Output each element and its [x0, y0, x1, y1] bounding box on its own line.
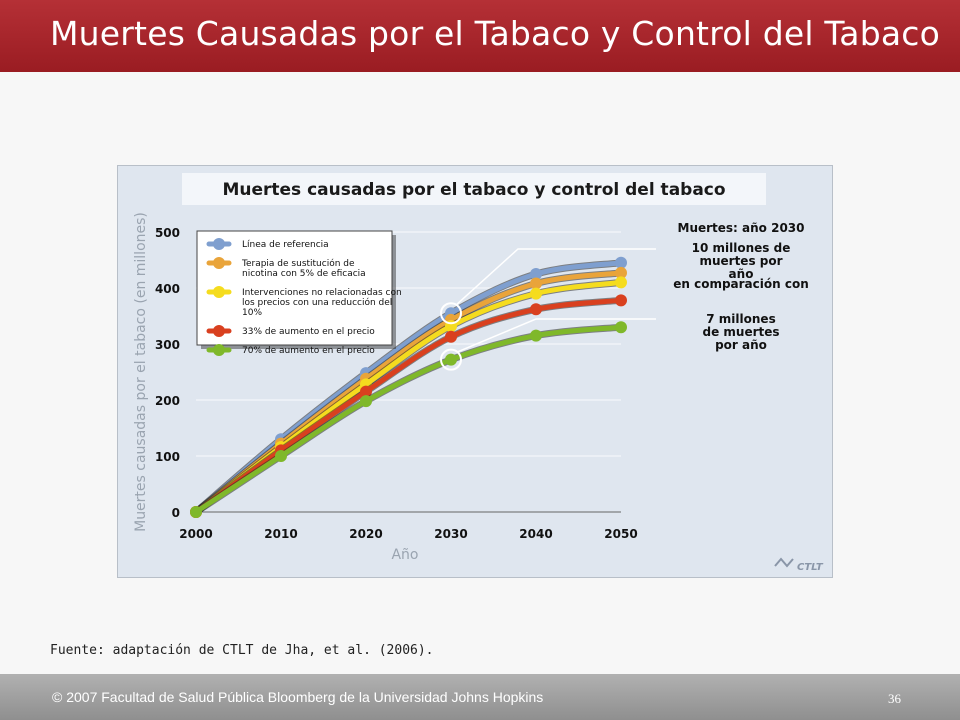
- data-point: [190, 506, 202, 518]
- legend-swatch-marker: [213, 325, 225, 337]
- annotation-upper-line: muertes por: [699, 254, 782, 268]
- data-point: [530, 303, 542, 316]
- annotation-heading: Muertes: año 2030: [678, 221, 805, 235]
- legend-swatch-marker: [213, 257, 225, 269]
- title-bar: Muertes Causadas por el Tabaco y Control…: [0, 0, 960, 72]
- series-line: [193, 324, 624, 515]
- data-point: [445, 353, 457, 366]
- series-3: [190, 294, 627, 518]
- legend-swatch-marker: [213, 344, 225, 356]
- legend-swatch-marker: [213, 238, 225, 250]
- annotation-lower-line: de muertes: [702, 325, 779, 339]
- annotation-upper-line: 10 millones de: [692, 241, 791, 255]
- legend-label: 70% de aumento en el precio: [242, 346, 375, 356]
- data-point: [615, 256, 627, 269]
- line-chart: Muertes causadas por el tabaco y control…: [133, 173, 824, 573]
- legend-label: nicotina con 5% de eficacia: [242, 269, 366, 279]
- y-tick-label: 300: [155, 338, 180, 352]
- legend-label: 33% de aumento en el precio: [242, 327, 375, 337]
- logo-text: CTLT: [797, 562, 824, 573]
- annotation-connector-bottom: [457, 318, 656, 353]
- chart-title: Muertes causadas por el tabaco y control…: [222, 180, 725, 200]
- x-tick-label: 2050: [604, 527, 637, 541]
- x-tick-label: 2020: [349, 527, 382, 541]
- series-4: [190, 321, 627, 518]
- data-point: [530, 268, 542, 280]
- copyright-label: 2007 Facultad de Salud Pública Bloomberg…: [66, 689, 544, 705]
- data-point: [615, 321, 627, 334]
- legend-label: Terapia de sustitución de: [241, 258, 355, 269]
- x-tick-label: 2000: [179, 527, 212, 541]
- y-tick-label: 200: [155, 394, 180, 408]
- data-point: [530, 277, 542, 290]
- chart-figure: Muertes causadas por el tabaco y control…: [117, 165, 833, 578]
- data-point: [615, 266, 627, 279]
- data-point: [360, 385, 372, 398]
- data-point: [445, 330, 457, 343]
- annotation-lower-line: por año: [715, 338, 767, 352]
- footer-bar: © 2007 Facultad de Salud Pública Bloombe…: [0, 674, 960, 720]
- y-axis-label: Muertes causadas por el tabaco (en millo…: [133, 212, 149, 532]
- legend-label: 10%: [242, 308, 262, 318]
- data-point: [615, 276, 627, 289]
- chart-title-box: [182, 173, 766, 205]
- data-point: [275, 450, 287, 462]
- ctlt-logo: CTLT: [774, 557, 824, 573]
- y-tick-label: 500: [155, 226, 180, 240]
- x-tick-label: 2040: [519, 527, 552, 541]
- data-point: [530, 287, 542, 300]
- x-axis-label: Año: [391, 547, 418, 563]
- data-point: [615, 294, 627, 307]
- highlight-ring-bottom: [440, 348, 462, 371]
- copyright-text: © 2007 Facultad de Salud Pública Bloombe…: [52, 689, 543, 705]
- logo-mark-icon: [774, 557, 794, 568]
- annotation-upper-line: año: [729, 267, 754, 281]
- annotation-lower-line: 7 millones: [706, 312, 775, 326]
- legend-label: Intervenciones no relacionadas con: [242, 288, 402, 298]
- data-point: [360, 395, 372, 408]
- x-tick-label: 2030: [434, 527, 467, 541]
- legend-label: Línea de referencia: [242, 240, 329, 250]
- annotation-connector-top: [456, 248, 656, 305]
- copyright-symbol: ©: [52, 689, 63, 705]
- y-tick-label: 0: [172, 506, 180, 520]
- y-tick-label: 400: [155, 282, 180, 296]
- x-tick-label: 2010: [264, 527, 297, 541]
- y-tick-label: 100: [155, 450, 180, 464]
- source-note: Fuente: adaptación de CTLT de Jha, et al…: [50, 643, 434, 658]
- legend-box: [196, 230, 393, 346]
- legend-label: los precios con una reducción del: [242, 297, 392, 308]
- legend: Línea de referencia Terapia de sustitució…: [196, 230, 402, 356]
- highlight-ring-top: [440, 302, 462, 325]
- data-point: [530, 329, 542, 342]
- page-number: 36: [888, 691, 901, 706]
- legend-swatch-marker: [213, 286, 225, 298]
- annotation-middle: en comparación con: [673, 277, 809, 291]
- slide-title: Muertes Causadas por el Tabaco y Control…: [50, 14, 941, 53]
